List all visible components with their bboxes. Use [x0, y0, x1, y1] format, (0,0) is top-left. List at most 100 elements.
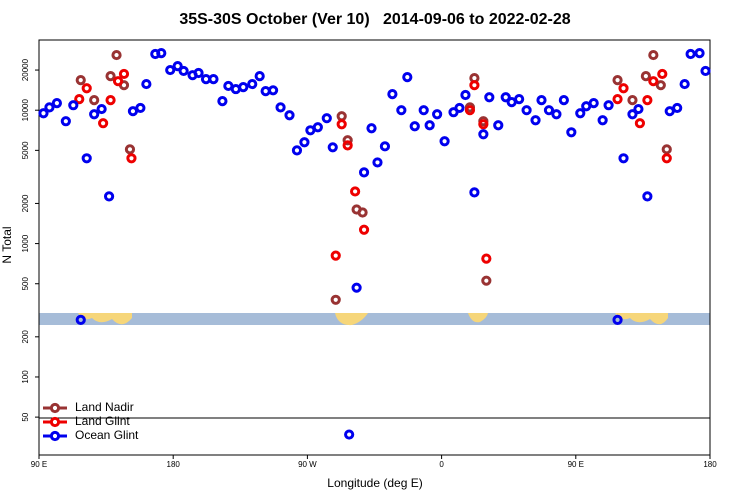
data-point [627, 109, 638, 120]
data-point [336, 119, 347, 130]
data-point [597, 115, 608, 126]
data-point [530, 115, 541, 126]
data-point [679, 78, 690, 90]
data-point [700, 65, 711, 77]
y-tick-label: 50 [21, 412, 30, 421]
data-point [89, 109, 100, 120]
data-point [481, 275, 492, 286]
data-point [342, 135, 353, 146]
data-point [96, 103, 107, 115]
data-point [351, 282, 362, 293]
data-point [575, 108, 586, 119]
data-point [379, 141, 391, 152]
data-point [44, 102, 55, 113]
x-axis-label: Longitude (deg E) [327, 476, 422, 490]
data-point [618, 83, 629, 94]
map-strip [39, 313, 710, 326]
data-point [111, 49, 122, 61]
data-point [514, 94, 525, 105]
data-point [661, 153, 672, 164]
data-point [135, 102, 146, 114]
data-point [75, 314, 86, 325]
data-point [372, 157, 383, 168]
x-tick-label: 180 [167, 460, 181, 469]
data-point [126, 153, 137, 164]
y-tick-label: 10000 [21, 99, 30, 122]
data-point [81, 83, 92, 94]
data-point [387, 89, 398, 100]
legend-marker [49, 430, 61, 442]
data-point [60, 116, 71, 127]
data-point [478, 129, 489, 140]
data-point [493, 120, 504, 131]
data-point [612, 75, 623, 86]
data-point [81, 153, 92, 164]
plot-frame [38, 39, 711, 456]
data-point [208, 74, 219, 85]
data-point [217, 96, 228, 107]
data-point [481, 253, 492, 264]
data-point [661, 144, 672, 155]
data-point [672, 102, 683, 114]
data-point [344, 429, 355, 440]
data-point [566, 127, 577, 138]
data-point [178, 65, 189, 77]
data-point [424, 120, 435, 131]
data-point [275, 102, 286, 113]
data-point [536, 95, 547, 106]
data-point [330, 294, 341, 305]
data-point [402, 72, 413, 83]
legend-marker [49, 402, 61, 414]
data-point [268, 85, 279, 96]
data-point [291, 145, 303, 156]
data-point [321, 113, 332, 124]
data-point [105, 71, 116, 82]
legend-label: Land Glint [75, 414, 130, 428]
data-point [460, 89, 471, 101]
data-point [694, 47, 705, 59]
y-axis-label: N Total [0, 226, 14, 263]
data-point [156, 47, 167, 59]
data-point [358, 167, 370, 178]
chart-title: 35S-30S October (Ver 10) 2014-09-06 to 2… [179, 11, 570, 28]
data-point [469, 187, 480, 198]
data-point [74, 94, 85, 105]
x-tick-label: 180 [703, 460, 717, 469]
data-point [642, 191, 653, 202]
data-point [418, 105, 429, 116]
data-point [655, 80, 666, 91]
legend-label: Ocean Glint [75, 428, 139, 442]
data-point [454, 102, 465, 114]
y-tick-label: 100 [21, 370, 30, 384]
data-point [618, 153, 629, 164]
data-point [551, 109, 562, 120]
data-point [299, 137, 310, 148]
data-point [521, 105, 532, 116]
data-point [327, 142, 338, 153]
data-point [51, 98, 62, 109]
data-point [478, 119, 489, 130]
data-point [68, 100, 79, 111]
data-point [358, 224, 370, 235]
data-point [627, 95, 638, 106]
data-point [439, 136, 450, 147]
data-point [247, 78, 258, 90]
data-point [193, 67, 204, 79]
data-point [657, 68, 668, 80]
data-point [342, 140, 353, 151]
legend-label: Land Nadir [75, 400, 134, 414]
y-tick-label: 200 [21, 330, 30, 344]
data-point [165, 64, 176, 76]
data-point [432, 109, 443, 120]
data-point [648, 49, 659, 61]
y-tick-label: 5000 [21, 141, 30, 159]
y-tick-label: 20000 [21, 58, 30, 81]
data-point [75, 75, 86, 86]
data-point [141, 78, 152, 90]
data-point [103, 191, 115, 202]
data-point [38, 108, 49, 119]
data-point [366, 123, 377, 134]
data-point [612, 314, 623, 325]
